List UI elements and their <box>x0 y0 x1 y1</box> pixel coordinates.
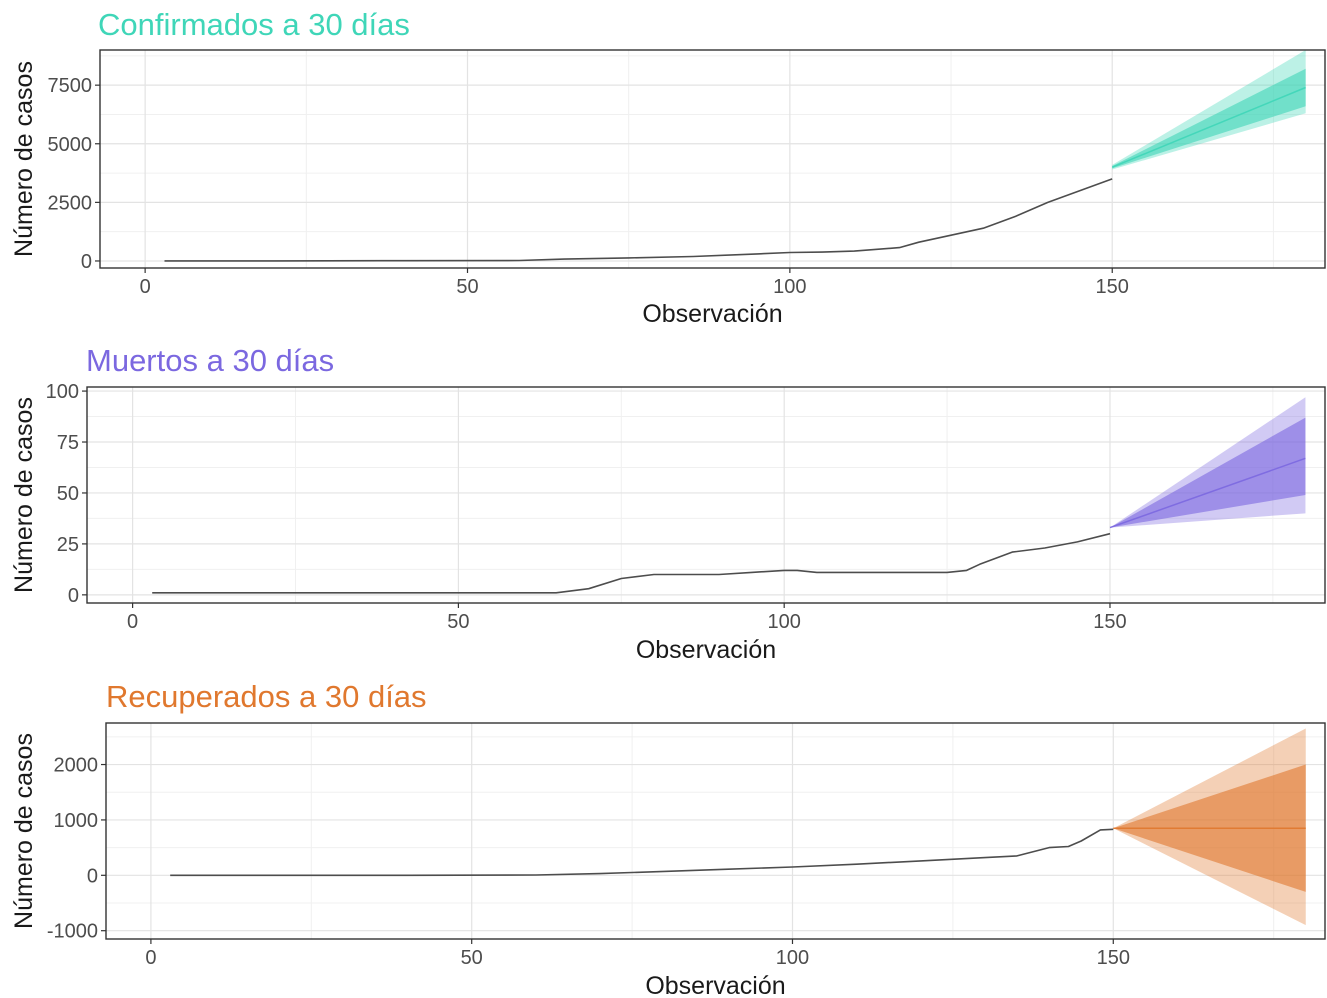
y-tick-label: 2500 <box>48 192 93 214</box>
x-tick-label: 150 <box>1096 276 1129 298</box>
x-tick-label: 150 <box>1093 611 1126 633</box>
chart-title: Recuperados a 30 días <box>106 679 427 714</box>
forecast-mean-line <box>1109 457 1306 529</box>
y-tick-label: 100 <box>46 381 79 403</box>
plot-border <box>99 49 1326 269</box>
x-tick-label: 50 <box>447 611 469 633</box>
forecast-band-95 <box>1112 50 1306 170</box>
chart-title: Muertos a 30 días <box>86 343 334 378</box>
x-tick-label: 50 <box>461 947 483 969</box>
plot-border <box>105 722 1326 940</box>
x-axis-title: Observación <box>642 300 782 328</box>
y-tick-label: 0 <box>68 585 79 607</box>
forecast-mean-line <box>1111 86 1306 168</box>
plot-border <box>86 386 1326 604</box>
observed-series-line <box>152 532 1111 594</box>
forecast-band-80 <box>1109 417 1306 528</box>
x-tick-label: 0 <box>127 611 138 633</box>
observed-series-line <box>170 828 1114 877</box>
x-tick-label: 100 <box>776 947 809 969</box>
chart-title: Confirmados a 30 días <box>98 7 410 42</box>
y-tick-label: 0 <box>81 251 92 273</box>
y-tick-label: -1000 <box>47 921 98 943</box>
chart-panel-3: 0 50 100 150 -1000 0 1000 2000 Observación Número… <box>10 679 1326 998</box>
x-tick-label: 50 <box>456 276 478 298</box>
y-tick-label: 75 <box>57 432 79 454</box>
x-tick-label: 150 <box>1097 947 1130 969</box>
y-tick-label: 5000 <box>48 134 93 156</box>
forecast-band-80 <box>1112 68 1306 169</box>
observed-series-line <box>164 178 1113 262</box>
x-tick-label: 100 <box>773 276 806 298</box>
x-axis-title: Observación <box>636 636 776 664</box>
y-tick-label: 50 <box>57 483 79 505</box>
x-tick-label: 100 <box>768 611 801 633</box>
y-tick-label: 1000 <box>54 810 99 832</box>
y-axis-title: Número de casos <box>10 397 38 593</box>
y-axis-title: Número de casos <box>10 733 38 929</box>
y-tick-label: 7500 <box>48 75 93 97</box>
y-axis-title: Número de casos <box>10 61 38 257</box>
chart-panel-2: 0 50 100 150 0 25 50 75 100 Observación Número de … <box>10 343 1326 664</box>
y-tick-label: 2000 <box>54 755 99 777</box>
chart-panel-1: 0 50 100 150 0 2500 5000 7500 Observación Número … <box>10 7 1326 328</box>
x-axis-title: Observación <box>645 972 785 998</box>
y-tick-label: 25 <box>57 534 79 556</box>
y-tick-label: 0 <box>87 865 98 887</box>
x-tick-label: 0 <box>145 947 156 969</box>
x-tick-label: 0 <box>140 276 151 298</box>
plot-background <box>87 387 1325 603</box>
